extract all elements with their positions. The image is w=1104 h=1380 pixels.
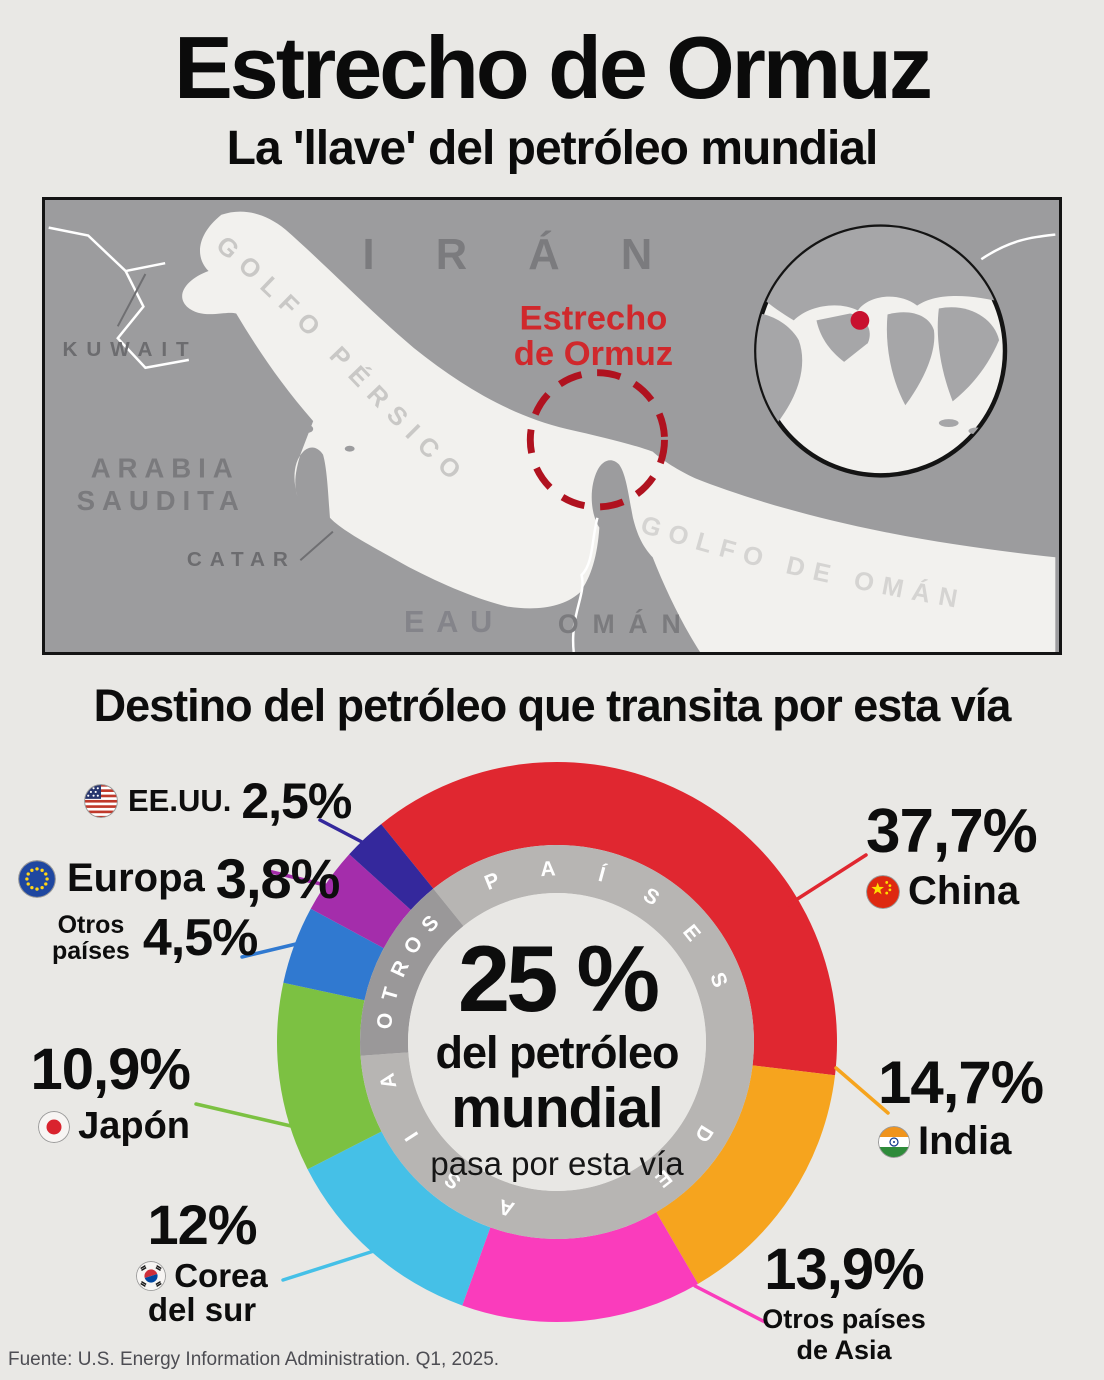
- catar-pointer-line: [299, 530, 334, 561]
- ring-text-paises-de-asia: A: [376, 1071, 402, 1091]
- kuwait-label: KUWAIT: [62, 338, 197, 361]
- strait-dashed-circle: [526, 369, 668, 511]
- section-title: Destino del petróleo que transita por es…: [93, 680, 1012, 731]
- kuwait-pointer-line: [116, 273, 147, 327]
- label-otros-paises: Otros países 4,5%: [52, 908, 259, 968]
- map-island: [301, 425, 314, 433]
- eu-flag-icon: [18, 859, 56, 898]
- china-flag-icon: [866, 874, 900, 909]
- label-europa-value: 3,8%: [215, 847, 341, 910]
- south-korea-flag-icon: [136, 1260, 167, 1291]
- donut-slice-china: [381, 761, 837, 1076]
- leader-line-india: [834, 1066, 890, 1115]
- estrecho-label-1: Estrecho: [520, 299, 668, 337]
- donut-slice-europa: [310, 854, 411, 949]
- japan-flag-icon: [38, 1110, 71, 1143]
- label-india: 14,7% India: [878, 1048, 1044, 1164]
- label-otrosp-name-1: Otros: [57, 911, 125, 939]
- ring-text-paises-de-asia: A: [496, 1194, 517, 1220]
- catar-label: CATAR: [187, 548, 296, 571]
- label-eeuu-value: 2,5%: [241, 773, 352, 829]
- india-flag-icon: [878, 1125, 910, 1158]
- map-panel: GOLFO PÉRSICO GOLFO DE OMÁN IRÁN KUWAIT …: [42, 197, 1062, 655]
- estrecho-label-2: de Ormuz: [514, 335, 673, 373]
- map-island: [344, 445, 355, 452]
- label-india-value: 14,7%: [878, 1049, 1044, 1116]
- leader-line-corea-del-sur: [281, 1248, 379, 1282]
- donut-slice-otros-pa-ses: [283, 908, 384, 1001]
- label-india-name: India: [918, 1119, 1012, 1163]
- label-eeuu-name: EE.UU.: [128, 783, 232, 818]
- us-flag-icon: [84, 784, 118, 818]
- leader-line-otros-pa-ses-de-asia: [693, 1284, 767, 1324]
- label-japon-value: 10,9%: [30, 1037, 191, 1102]
- label-corea-name-1: Corea: [174, 1257, 268, 1294]
- donut-center-label: 25 % del petróleo mundial pasa por esta …: [377, 926, 737, 1183]
- globe-inset: [754, 224, 1008, 478]
- donut-slice-otros-pa-ses-de-asia: [462, 1212, 699, 1322]
- donut-slice-ee-uu-: [349, 824, 434, 910]
- iran-label: IRÁN: [363, 231, 714, 279]
- strait-location-dot: [850, 311, 870, 330]
- donut-slice-corea-del-sur: [307, 1131, 491, 1306]
- label-china: 37,7% China: [866, 796, 1038, 914]
- label-europa-name: Europa: [67, 856, 205, 900]
- label-otros-asia: 13,9% Otros países de Asia: [748, 1236, 940, 1365]
- map-borders: [48, 226, 1056, 652]
- label-otrosasia-name-1: Otros países: [762, 1304, 926, 1334]
- ring-text-otros: O: [373, 1011, 398, 1030]
- label-japon-name: Japón: [78, 1105, 190, 1147]
- map-water: [182, 211, 1056, 652]
- label-eeuu: EE.UU. 2,5%: [84, 772, 352, 830]
- eau-label: EAU: [404, 605, 504, 639]
- donut-hole: [408, 893, 706, 1191]
- arabia-label-1: ARABIA: [91, 452, 240, 483]
- label-china-value: 37,7%: [866, 797, 1038, 866]
- label-corea: 12% Corea del sur: [118, 1192, 286, 1326]
- leader-line-jap-n: [194, 1102, 293, 1128]
- center-line3: pasa por esta vía: [430, 1145, 684, 1183]
- map-svg: GOLFO PÉRSICO GOLFO DE OMÁN IRÁN KUWAIT …: [48, 200, 1056, 652]
- ring-text-otros: T: [378, 985, 404, 1004]
- label-otrosp-name-2: países: [52, 937, 130, 965]
- leader-line-ee-uu-: [318, 818, 364, 844]
- label-otrosasia-value: 13,9%: [764, 1237, 924, 1302]
- center-value: 25 %: [457, 926, 660, 1031]
- ring-segment-otros: [360, 888, 464, 1056]
- page-title: Estrecho de Ormuz: [174, 18, 933, 117]
- label-europa: Europa 3,8%: [18, 846, 341, 911]
- arabia-label-2: SAUDITA: [77, 485, 246, 516]
- label-japon: 10,9% Japón: [10, 1036, 191, 1148]
- donut-slice-jap-n: [277, 982, 382, 1170]
- source-note: Fuente: U.S. Energy Information Administ…: [8, 1349, 500, 1370]
- center-line1: del petróleo: [435, 1027, 679, 1079]
- leader-line-otros-pa-ses: [240, 942, 298, 959]
- label-china-name: China: [908, 869, 1020, 913]
- label-corea-value: 12%: [147, 1193, 257, 1256]
- donut-slice-india: [656, 1065, 836, 1284]
- center-line2: mundial: [451, 1076, 664, 1141]
- label-otrosp-value: 4,5%: [142, 909, 259, 967]
- leader-line-europa: [266, 869, 327, 887]
- ring-text-paises-de-asia: A: [540, 857, 556, 881]
- page-subtitle: La 'llave' del petróleo mundial: [226, 122, 879, 175]
- label-corea-name-2: del sur: [147, 1290, 257, 1328]
- leader-line-china: [786, 853, 868, 907]
- oman-label: OMÁN: [558, 609, 695, 639]
- label-otrosasia-name-2: de Asia: [796, 1335, 892, 1366]
